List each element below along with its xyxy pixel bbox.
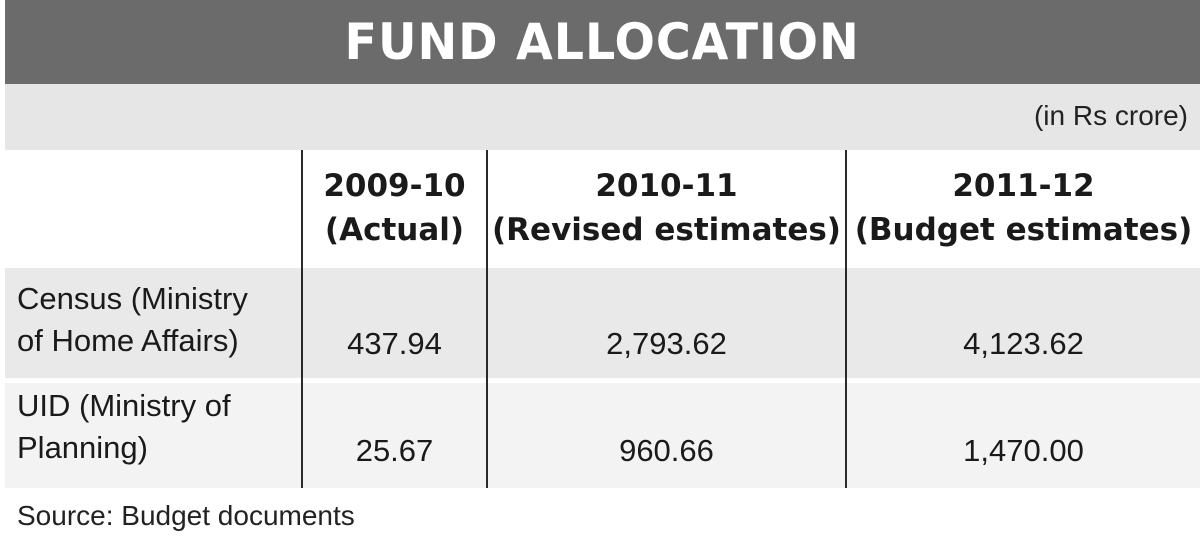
table-cell: 1,470.00 (963, 433, 1084, 468)
allocation-table: 2009-10 (Actual) 2010-11 (Revised estima… (5, 150, 1200, 488)
unit-row: (in Rs crore) (5, 84, 1200, 150)
table-cell: 4,123.62 (963, 326, 1084, 361)
row-label-line: Census (Ministry (17, 281, 248, 316)
column-header-2009-10: 2009-10 (Actual) (303, 164, 486, 252)
table-row (5, 383, 1200, 488)
table-cell: 437.94 (347, 326, 442, 361)
row-label-uid: UID (Ministry of Planning) (17, 385, 231, 469)
table-row (5, 268, 1200, 378)
column-header-type: (Actual) (324, 212, 465, 248)
column-header-type: (Budget estimates) (854, 212, 1193, 248)
column-divider (486, 150, 488, 488)
column-divider (845, 150, 847, 488)
title-bar: FUND ALLOCATION (5, 0, 1200, 84)
column-header-type: (Revised estimates) (492, 212, 841, 248)
source-row: Source: Budget documents (5, 488, 1200, 536)
table-cell: 960.66 (619, 433, 714, 468)
column-header-year: 2010-11 (595, 168, 738, 204)
unit-note: (in Rs crore) (1033, 100, 1188, 131)
page-title: FUND ALLOCATION (344, 13, 861, 71)
row-label-line: Planning) (17, 430, 148, 465)
row-label-line: UID (Ministry of (17, 388, 231, 423)
column-header-2010-11: 2010-11 (Revised estimates) (488, 164, 845, 252)
column-header-2011-12: 2011-12 (Budget estimates) (847, 164, 1200, 252)
row-label-line: of Home Affairs) (17, 323, 239, 358)
column-header-year: 2009-10 (323, 168, 466, 204)
source-note: Source: Budget documents (17, 500, 355, 531)
table-cell: 25.67 (355, 433, 434, 468)
row-label-census: Census (Ministry of Home Affairs) (17, 278, 248, 362)
column-divider (301, 150, 303, 488)
table-cell: 2,793.62 (606, 326, 727, 361)
column-header-year: 2011-12 (952, 168, 1095, 204)
